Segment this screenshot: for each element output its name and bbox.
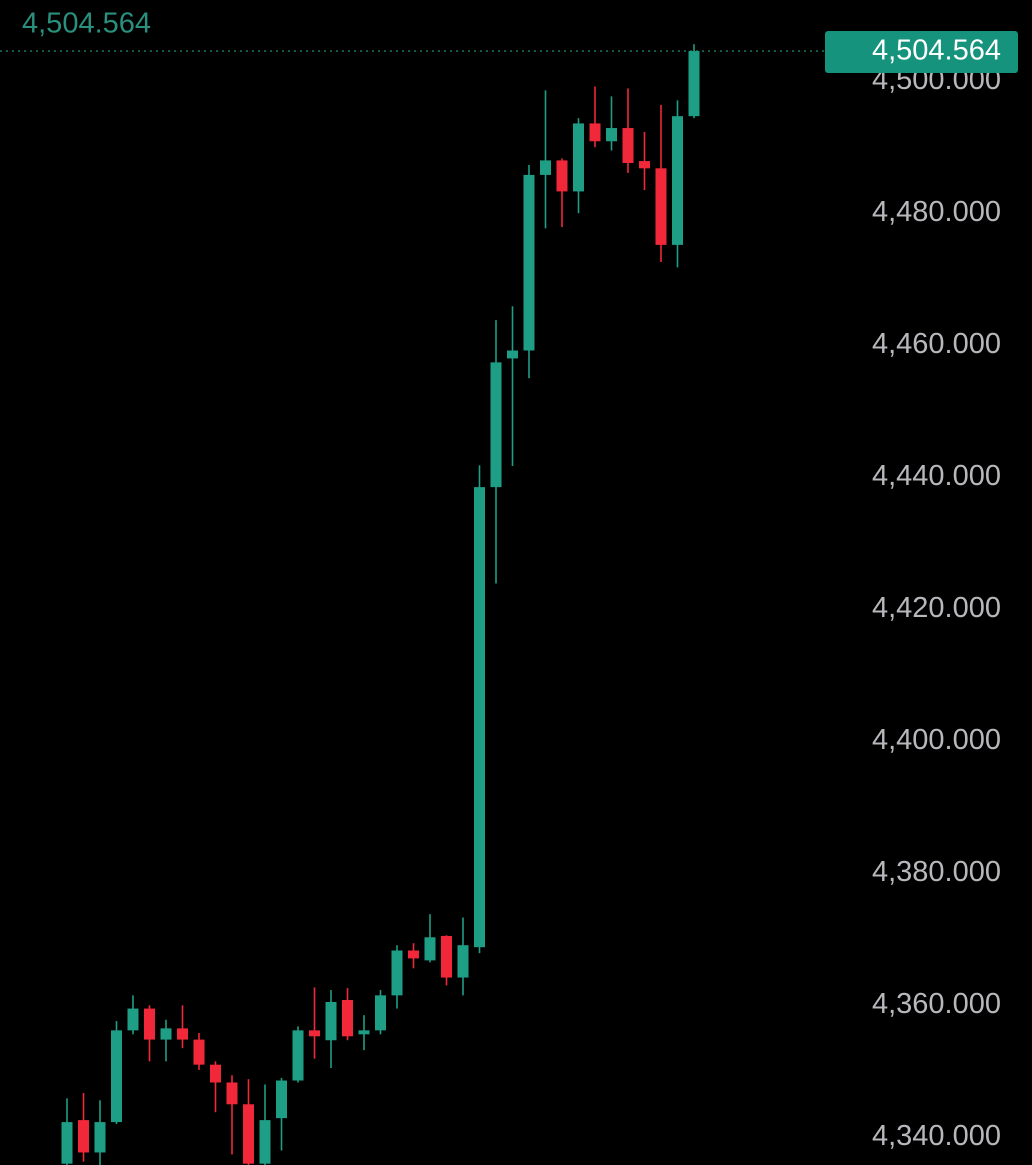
- candle-body: [589, 123, 601, 142]
- candle-body: [688, 51, 700, 117]
- candle-body: [375, 995, 386, 1031]
- candle-body: [259, 1120, 271, 1164]
- candle-body: [160, 1028, 172, 1040]
- candle-body: [226, 1082, 238, 1105]
- candle-body: [655, 168, 667, 245]
- candle-body: [573, 123, 584, 192]
- candle-body: [111, 1030, 122, 1123]
- candle-body: [441, 935, 452, 978]
- y-tick-label: 4,380.000: [872, 856, 1001, 888]
- candle-body: [556, 160, 568, 192]
- last-price-tag-label: 4,504.564: [872, 35, 1001, 67]
- candle-body: [672, 116, 683, 245]
- y-tick-label: 4,420.000: [872, 592, 1001, 624]
- candle-body: [457, 945, 469, 978]
- y-tick-label: 4,480.000: [872, 196, 1001, 228]
- candle-body: [144, 1008, 155, 1040]
- candle-body: [325, 1001, 337, 1041]
- y-tick-label: 4,440.000: [872, 460, 1001, 492]
- candle-body: [193, 1039, 205, 1065]
- candle-body: [78, 1120, 89, 1153]
- last-price-tag: [825, 31, 1018, 74]
- candle-body: [94, 1122, 106, 1153]
- candle-body: [210, 1064, 221, 1083]
- candle-body: [61, 1122, 73, 1164]
- candle-body: [342, 999, 353, 1037]
- candle-body: [523, 174, 535, 351]
- candle-body: [276, 1080, 287, 1119]
- y-tick-label: 4,340.000: [872, 1120, 1001, 1152]
- candle-body: [358, 1030, 370, 1035]
- y-tick-label: 4,400.000: [872, 724, 1001, 756]
- candle-body: [391, 950, 403, 996]
- candle-body: [292, 1030, 304, 1081]
- candle-body: [490, 362, 502, 488]
- candle-body: [622, 128, 634, 164]
- candle-body: [309, 1030, 320, 1037]
- candle-body: [408, 950, 419, 959]
- y-tick-label: 4,360.000: [872, 988, 1001, 1020]
- candle-body: [540, 160, 551, 175]
- candle-body: [127, 1008, 139, 1031]
- candle-body: [177, 1028, 188, 1040]
- last-price-label: 4,504.564: [22, 8, 151, 40]
- candle-body: [606, 128, 617, 142]
- candle-body: [507, 350, 518, 359]
- candle-body: [424, 937, 436, 961]
- y-tick-label: 4,460.000: [872, 328, 1001, 360]
- candle-body: [243, 1104, 254, 1164]
- candle-body: [474, 487, 485, 948]
- candle-body: [639, 161, 650, 169]
